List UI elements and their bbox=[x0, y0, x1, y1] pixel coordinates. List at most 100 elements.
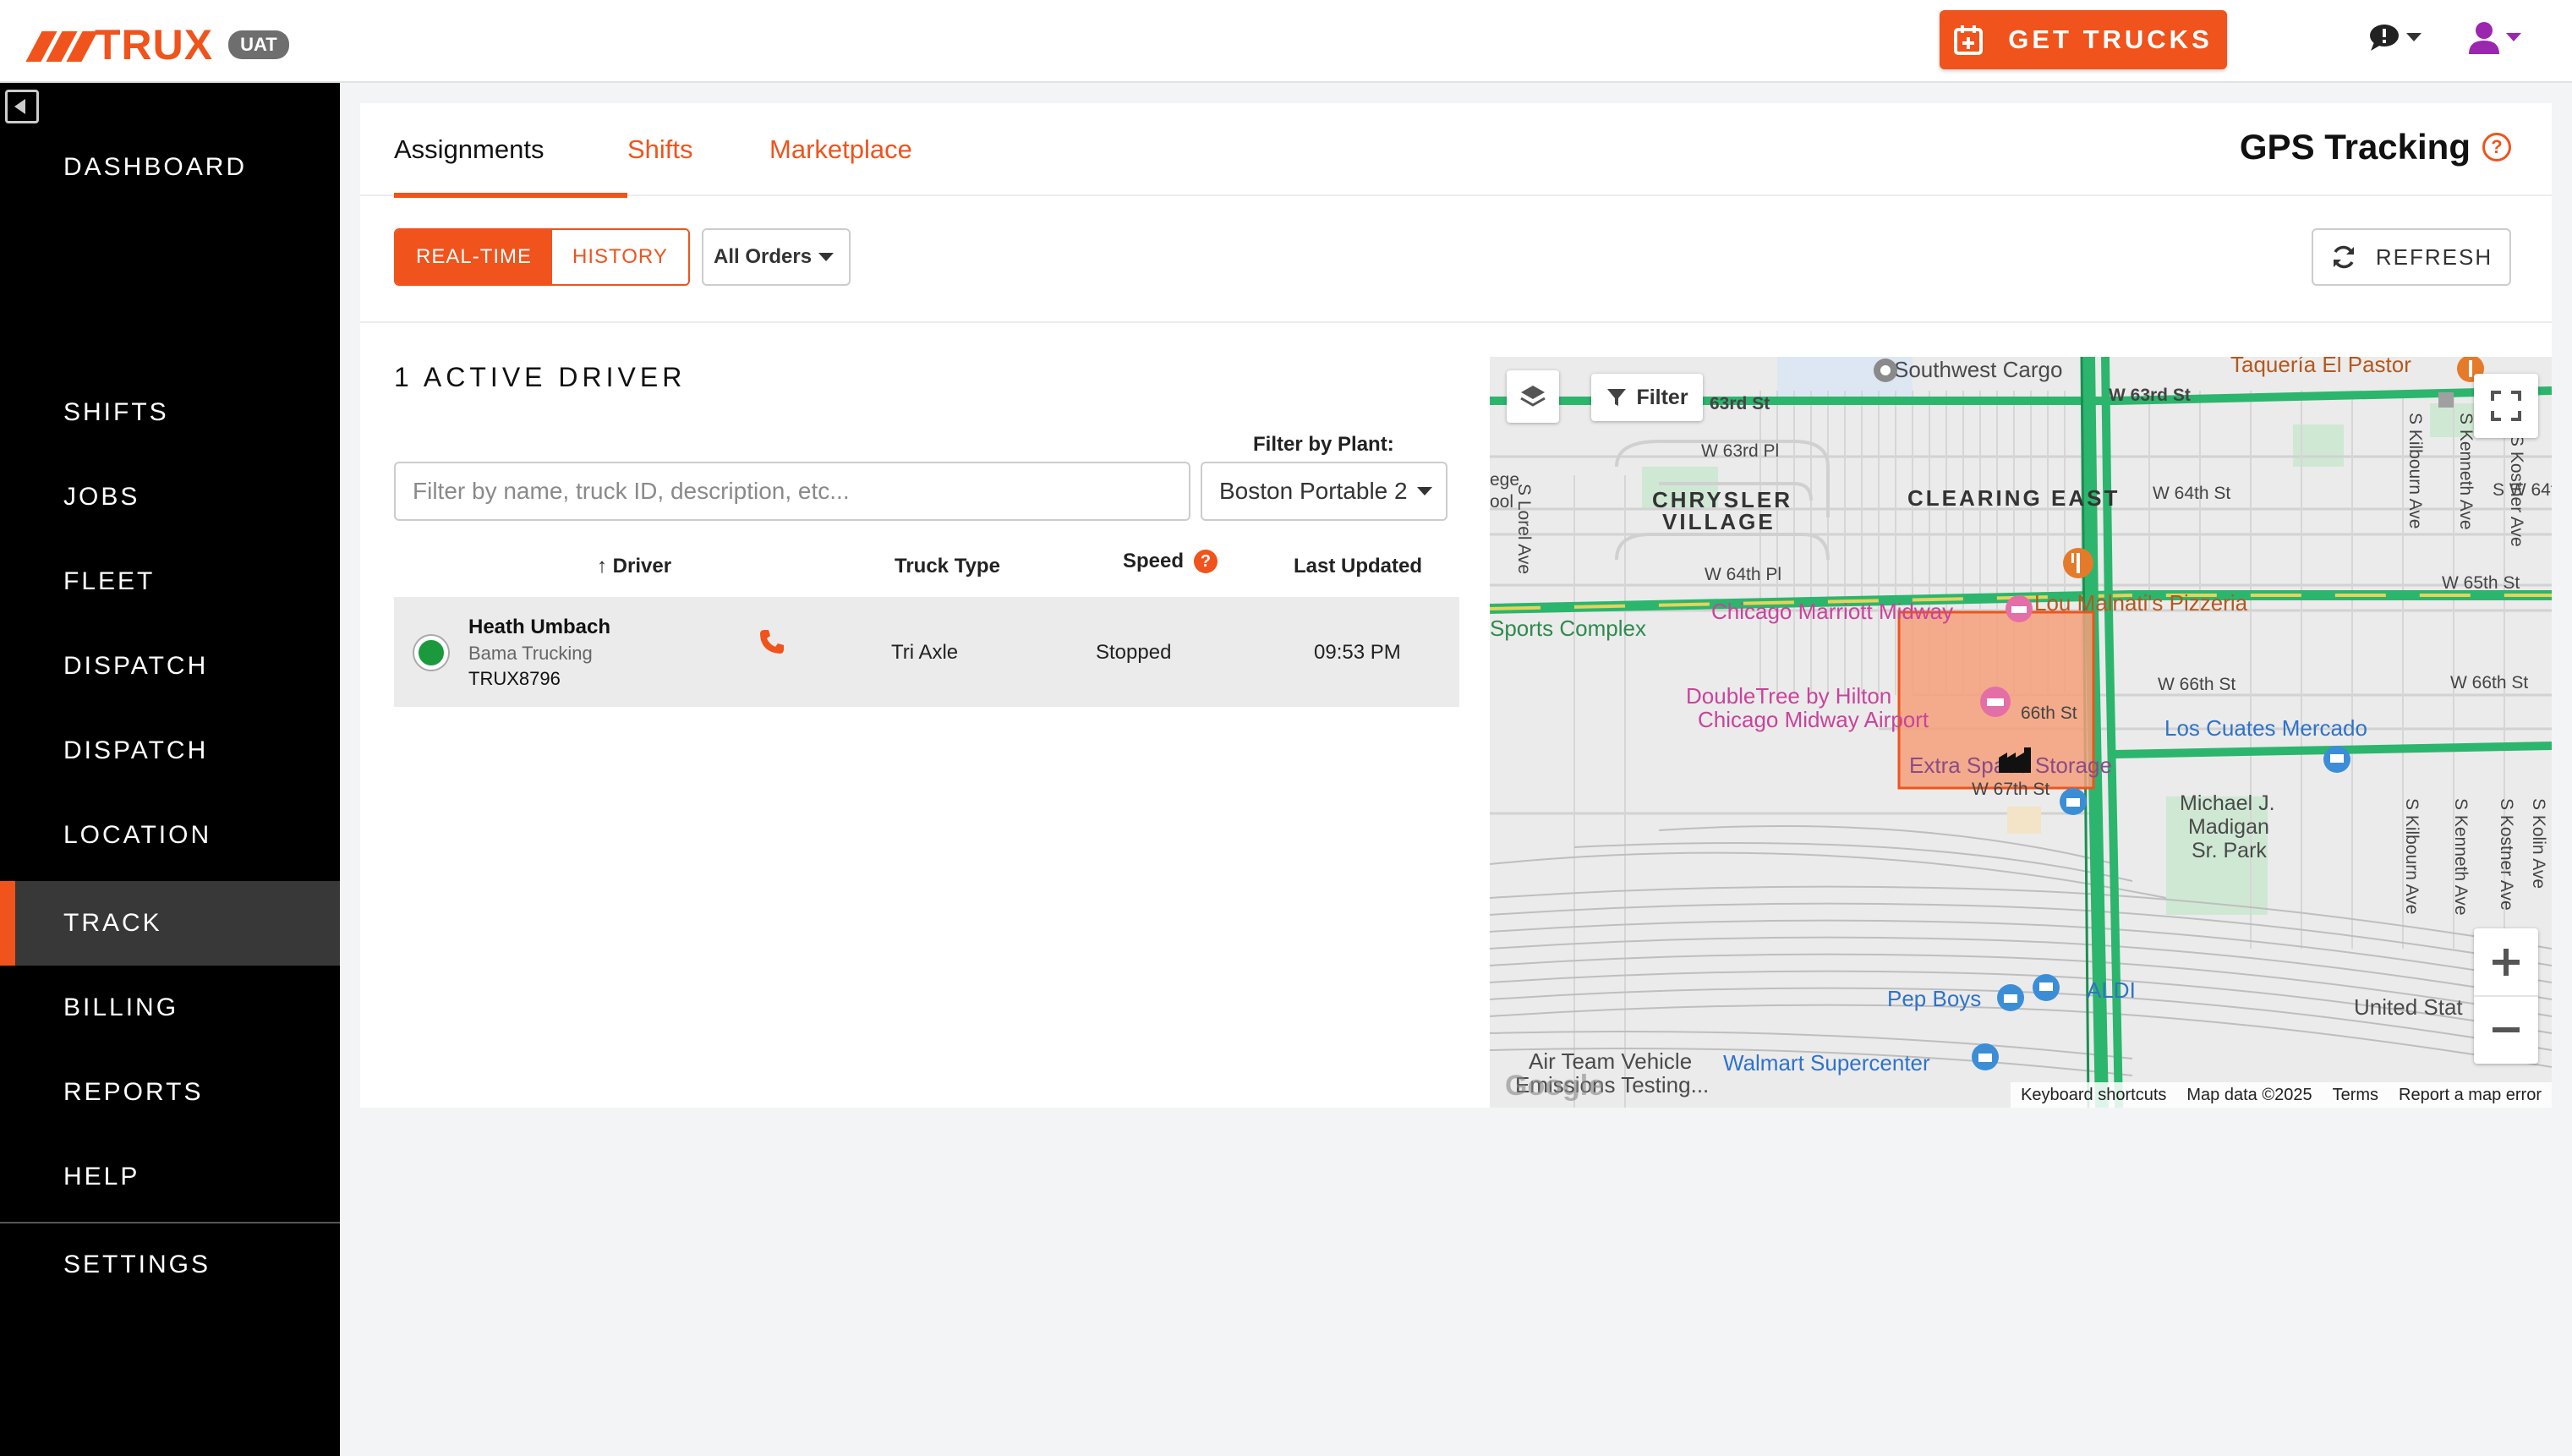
shopping-pin-icon[interactable] bbox=[1968, 1040, 2002, 1074]
map-filter-button[interactable]: Filter bbox=[1591, 374, 1703, 421]
phone-icon[interactable] bbox=[758, 627, 786, 656]
shopping-cart-pin-icon[interactable] bbox=[2320, 742, 2354, 776]
sort-arrow-up-icon: ↑ bbox=[597, 555, 613, 577]
zoom-out-button[interactable] bbox=[2474, 997, 2538, 1063]
poi-madigan-line1[interactable]: Michael J. bbox=[2180, 791, 2275, 815]
street-63rd: 63rd St bbox=[1710, 394, 1770, 413]
column-last-updated[interactable]: Last Updated bbox=[1294, 555, 1423, 577]
truck-factory-icon[interactable] bbox=[1997, 746, 2034, 775]
map-label-ool: ool bbox=[1490, 492, 1514, 512]
history-button[interactable]: HISTORY bbox=[552, 230, 688, 284]
shopping-cart-pin-icon[interactable] bbox=[2029, 971, 2063, 1004]
map-label-ege: ege bbox=[1490, 470, 1520, 490]
terms-link[interactable]: Terms bbox=[2332, 1085, 2379, 1104]
sidebar-item-help[interactable]: HELP bbox=[63, 1163, 140, 1191]
street-s-kenneth-north: S Kenneth Ave bbox=[2456, 413, 2476, 530]
keyboard-shortcuts-link[interactable]: Keyboard shortcuts bbox=[2021, 1085, 2167, 1104]
fullscreen-icon bbox=[2491, 391, 2521, 421]
poi-los-cuates-mercado[interactable]: Los Cuates Mercado bbox=[2164, 715, 2367, 741]
sidebar-item-location[interactable]: LOCATION bbox=[63, 821, 212, 849]
street-w-66th-east: W 66th St bbox=[2450, 673, 2529, 692]
poi-chicago-marriott-midway[interactable]: Chicago Marriott Midway bbox=[1711, 599, 1954, 624]
gps-tracking-card: Assignments Shifts Marketplace GPS Track… bbox=[360, 103, 2552, 1108]
plant-filter-value: Boston Portable 2 bbox=[1219, 478, 1408, 504]
page-title: GPS Tracking ? bbox=[2240, 127, 2511, 167]
collapse-sidebar-icon[interactable] bbox=[5, 90, 39, 123]
driver-company: Bama Trucking bbox=[468, 643, 593, 664]
poi-taqueria-el-pastor[interactable]: Taquería El Pastor bbox=[2230, 357, 2411, 377]
sidebar-item-billing[interactable]: BILLING bbox=[63, 993, 179, 1021]
shopping-pin-icon[interactable] bbox=[2056, 785, 2090, 822]
poi-madigan-line2[interactable]: Madigan bbox=[2188, 815, 2269, 839]
poi-united-states[interactable]: United Stat bbox=[2354, 994, 2463, 1020]
plant-filter-select[interactable]: Boston Portable 2 bbox=[1201, 462, 1447, 521]
calendar-plus-icon bbox=[1954, 25, 1984, 55]
status-online-icon bbox=[414, 636, 448, 670]
tab-marketplace-label: Marketplace bbox=[769, 134, 912, 164]
orders-filter-select[interactable]: All Orders bbox=[702, 228, 851, 286]
hotel-pin-icon[interactable] bbox=[1977, 683, 2014, 720]
tab-shifts-label: Shifts bbox=[627, 134, 693, 164]
sidebar-item-settings[interactable]: SETTINGS bbox=[63, 1251, 211, 1278]
tab-shifts[interactable]: Shifts bbox=[627, 103, 693, 196]
street-w-63rd-pl: W 63rd Pl bbox=[1701, 441, 1780, 461]
driver-search-input[interactable] bbox=[394, 462, 1190, 521]
map-layers-button[interactable] bbox=[1507, 370, 1559, 423]
sidebar-item-shifts[interactable]: SHIFTS bbox=[63, 398, 169, 426]
zoom-in-button[interactable] bbox=[2474, 929, 2538, 997]
trux-logo[interactable]: TRUX UAT bbox=[25, 20, 289, 69]
street-w-64th: W 64th St bbox=[2153, 484, 2231, 503]
hotel-pin-icon[interactable] bbox=[2002, 592, 2036, 626]
sidebar-item-reports[interactable]: REPORTS bbox=[63, 1078, 204, 1106]
column-speed[interactable]: Speed ? bbox=[1123, 550, 1218, 573]
pin-gray-icon[interactable] bbox=[1869, 357, 1902, 391]
help-icon[interactable]: ? bbox=[2482, 133, 2511, 161]
poi-walmart-supercenter[interactable]: Walmart Supercenter bbox=[1723, 1050, 1930, 1076]
poi-lou-malnatis[interactable]: Lou Malnati's Pizzeria bbox=[2034, 590, 2248, 616]
street-s-kilbourn-north: S Kilbourn Ave bbox=[2405, 413, 2425, 529]
column-speed-label: Speed bbox=[1123, 550, 1185, 572]
sidebar-item-dashboard[interactable]: DASHBOARD bbox=[63, 153, 248, 181]
sidebar-item-track[interactable]: TRACK bbox=[0, 881, 340, 966]
column-driver[interactable]: ↑ Driver bbox=[597, 555, 671, 578]
poi-southwest-cargo[interactable]: Southwest Cargo bbox=[1894, 357, 2063, 382]
poi-doubletree-line1[interactable]: DoubleTree by Hilton bbox=[1686, 683, 1892, 709]
shopping-pin-icon[interactable] bbox=[1994, 981, 2028, 1015]
get-trucks-button[interactable]: GET TRUCKS bbox=[1940, 10, 2227, 69]
poi-madigan-line3[interactable]: Sr. Park bbox=[2192, 839, 2267, 862]
poi-air-team-line1[interactable]: Air Team Vehicle bbox=[1529, 1048, 1693, 1074]
tab-bar: Assignments Shifts Marketplace GPS Track… bbox=[360, 103, 2552, 198]
poi-pep-boys[interactable]: Pep Boys bbox=[1887, 986, 1982, 1011]
chat-icon bbox=[2370, 25, 2399, 51]
orders-filter-value: All Orders bbox=[714, 245, 813, 268]
sidebar-item-dispatch-2[interactable]: DISPATCH bbox=[63, 736, 209, 764]
minus-icon bbox=[2493, 1027, 2520, 1032]
fullscreen-button[interactable] bbox=[2474, 374, 2538, 438]
speed-help-icon[interactable]: ? bbox=[1194, 550, 1218, 573]
user-menu[interactable] bbox=[2467, 20, 2521, 54]
street-s-kolin: S Kolin Ave bbox=[2529, 798, 2548, 889]
street-s-kenneth-south: S Kenneth Ave bbox=[2451, 798, 2471, 916]
poi-air-team-line2[interactable]: Emissions Testing... bbox=[1515, 1072, 1710, 1097]
poi-aldi[interactable]: ALDI bbox=[2087, 977, 2136, 1003]
sidebar-item-jobs[interactable]: JOBS bbox=[63, 483, 140, 511]
refresh-icon bbox=[2333, 245, 2354, 269]
poi-sports-complex[interactable]: Sports Complex bbox=[1490, 616, 1646, 641]
tab-marketplace[interactable]: Marketplace bbox=[769, 103, 912, 196]
column-truck-type[interactable]: Truck Type bbox=[895, 555, 1000, 577]
map-data-text: Map data ©2025 bbox=[2186, 1085, 2312, 1104]
sidebar-item-dispatch[interactable]: DISPATCH bbox=[63, 652, 209, 680]
messages-menu[interactable] bbox=[2367, 22, 2422, 52]
refresh-button[interactable]: REFRESH bbox=[2312, 228, 2511, 286]
realtime-button[interactable]: REAL-TIME bbox=[396, 230, 553, 284]
restaurant-pin-icon[interactable] bbox=[2060, 545, 2097, 582]
poi-doubletree-line2[interactable]: Chicago Midway Airport bbox=[1698, 707, 1929, 732]
sidebar-item-fleet[interactable]: FLEET bbox=[63, 567, 156, 595]
report-map-error-link[interactable]: Report a map error bbox=[2399, 1085, 2542, 1104]
table-row[interactable]: Heath Umbach Bama Trucking TRUX8796 Tri … bbox=[394, 597, 1459, 707]
street-w-67th: W 67th St bbox=[1972, 780, 2050, 799]
tab-assignments[interactable]: Assignments bbox=[394, 103, 627, 198]
driver-truck-id: TRUX8796 bbox=[468, 668, 561, 689]
tracking-map[interactable]: Southwest Cargo Taquería El Pastor 63rd … bbox=[1490, 357, 2552, 1108]
trux-logo-mark bbox=[25, 28, 98, 62]
